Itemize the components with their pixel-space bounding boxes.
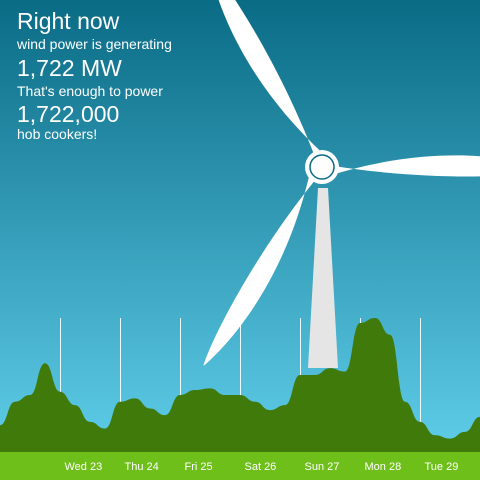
turbine-tower — [308, 188, 338, 368]
headline-line-generating: wind power is generating — [17, 36, 172, 52]
turbine-blade-left — [203, 164, 317, 366]
current-output-value: 1,722 MW — [17, 55, 122, 81]
ground-strip — [0, 452, 480, 480]
tick-label-wed-23: Wed 23 — [65, 461, 103, 473]
headline-line-cookers: hob cookers! — [17, 126, 98, 142]
headline-line-enough: That's enough to power — [17, 83, 163, 99]
tick-label-sun-27: Sun 27 — [305, 461, 340, 473]
day-tick-labels: Wed 23 Thu 24 Fri 25 Sat 26 Sun 27 Mon 28 Tue … — [65, 461, 459, 473]
wind-output-area — [0, 318, 480, 452]
tick-label-mon-28: Mon 28 — [365, 461, 402, 473]
turbine-blade-up — [218, 0, 329, 159]
tick-label-thu-24: Thu 24 — [125, 461, 159, 473]
tick-label-fri-25: Fri 25 — [185, 461, 213, 473]
wind-turbine-icon — [203, 0, 480, 368]
turbine-hub-ring — [309, 154, 335, 180]
tick-label-tue-29: Tue 29 — [425, 461, 459, 473]
headline-heading: Right now — [17, 8, 120, 34]
turbine-blade-right — [325, 155, 480, 178]
cooker-count-value: 1,722,000 — [17, 101, 120, 127]
tick-label-sat-26: Sat 26 — [245, 461, 277, 473]
